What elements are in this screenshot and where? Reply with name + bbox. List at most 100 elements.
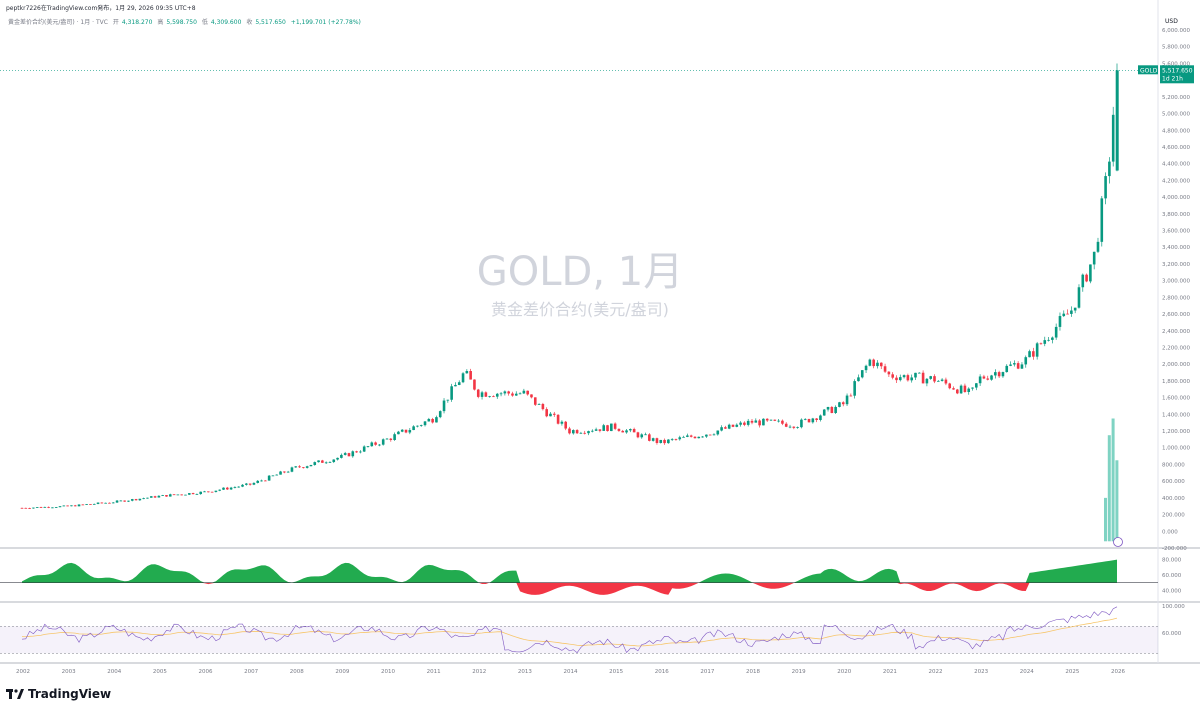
candle-body [625,430,628,433]
candle-body [997,372,1001,377]
candle-body [454,384,457,387]
candle-body [621,430,625,433]
price-tick-label: 4,000.000 [1162,195,1190,201]
candle-body [450,386,453,400]
candle-body [222,487,225,490]
candle-body [629,429,632,431]
candle-body [891,374,894,378]
candle-body [564,421,567,429]
time-axis[interactable]: 2002 2003 2004 2005 2006 2007 2008 2009 2010 2011… [16,669,1125,675]
price-tick-label: 1,400.000 [1162,412,1190,418]
candle-body [115,500,119,503]
rsi-tick-label: 60.000 [1162,631,1182,637]
currency-label: USD [1165,18,1178,25]
year-tick-label: 2002 [16,669,30,675]
candle-body [708,434,712,436]
candle-body [435,417,438,423]
candle-body [826,407,830,410]
candle-body [488,396,491,398]
candle-body [275,474,279,476]
candle-body [355,451,358,453]
candle-body [290,467,294,472]
candle-body [971,387,974,389]
year-tick-label: 2005 [153,669,167,675]
candle-body [1016,363,1020,369]
candle-body [587,431,590,434]
candle-body [617,428,621,431]
symbol-description[interactable]: 黄金差价合约(美元/盎司) · 1月 · TVC [8,19,108,26]
volume-bar [1111,418,1115,542]
candle-body [883,366,887,372]
candle-body [378,444,381,446]
candle-body [1024,357,1028,365]
year-tick-label: 2018 [746,669,760,675]
candle-body [457,382,461,385]
price-tick-label: 200.000 [1162,513,1185,519]
candle-body [28,508,31,509]
candle-body [321,460,324,463]
candle-body [1058,316,1062,327]
candle-body [632,429,636,433]
price-axis[interactable]: 6,000.0005,800.0005,600.0005,400.0005,20… [1162,28,1190,552]
candle-body [461,373,465,383]
volume-bar [1107,435,1111,542]
candle-body [302,467,305,469]
candle-body [967,388,971,393]
candle-body [917,372,921,374]
candle-body [1073,307,1077,311]
candle-body [1092,251,1096,265]
candle-body [271,475,275,477]
candle-body [956,389,959,394]
candle-body [735,424,739,427]
candle-body [777,420,780,422]
candle-body [195,494,199,495]
candle-body [438,411,442,418]
candle-body [397,431,400,435]
year-tick-label: 2017 [700,669,714,675]
candle-body [610,423,613,432]
candle-body [153,496,157,498]
candle-body [92,503,96,505]
year-tick-label: 2026 [1111,669,1125,675]
high-value: 5,598.750 [166,19,197,26]
brand-name: TradingView [28,687,112,701]
candle-body [77,504,81,507]
candle-body [986,378,990,380]
candle-body [108,502,111,504]
candle-body [975,383,978,388]
year-tick-label: 2011 [427,669,441,675]
candle-body [784,423,788,427]
candle-body [256,480,260,483]
oscillator-tick-label: 40.000 [1162,588,1182,594]
candle-body [731,424,735,427]
candle-body [138,498,142,501]
candle-body [963,385,967,393]
candle-body [689,435,693,437]
candle-body [62,505,66,507]
candle-body [1100,198,1104,242]
candle-body [180,494,183,496]
year-tick-label: 2016 [655,669,669,675]
price-tick-label: 5,000.000 [1162,112,1190,118]
candle-body [1104,176,1107,199]
rsi-band [0,626,1158,654]
price-tick-label: 2,200.000 [1162,345,1190,351]
year-tick-label: 2006 [199,669,213,675]
oscillator-positive-area [22,559,1117,583]
candle-body [819,415,822,421]
tradingview-logo[interactable]: TradingView [6,687,111,701]
year-tick-label: 2003 [62,669,76,675]
candle-body [750,420,754,423]
rsi-ma-line [21,617,1118,647]
candle-body [149,496,153,498]
candle-body [218,489,222,491]
candle-body [518,393,522,395]
candle-body [47,506,50,508]
year-tick-label: 2012 [472,669,486,675]
candle-body [279,471,282,475]
candle-body [591,430,594,432]
candle-body [781,420,784,424]
candle-body [54,507,58,508]
candle-body [146,497,149,499]
